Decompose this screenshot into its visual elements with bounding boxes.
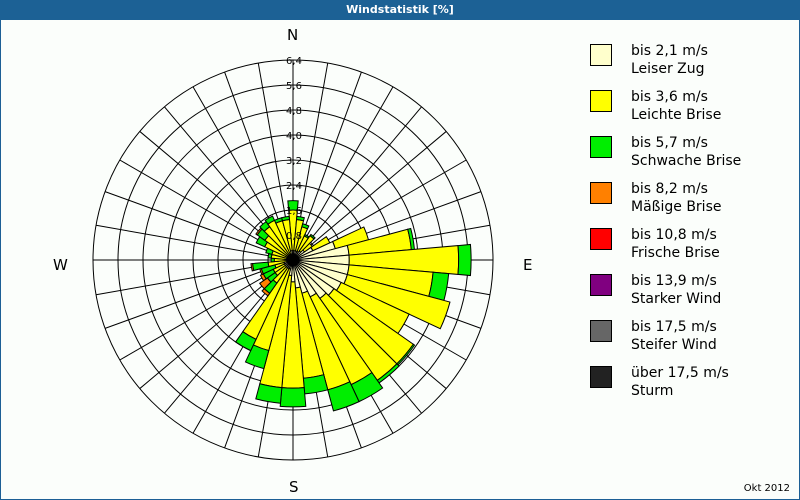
rose-wedge: [343, 273, 451, 330]
legend-label: bis 17,5 m/s Steifer Wind: [631, 319, 717, 353]
radial-tick-label: 4,8: [286, 106, 302, 117]
rose-wedge: [259, 277, 272, 290]
rose-wedge: [309, 233, 316, 240]
rose-wedge: [259, 273, 267, 282]
legend-swatch: [590, 136, 612, 158]
date-label: Okt 2012: [743, 483, 790, 494]
rose-wedge: [281, 215, 291, 222]
rose-wedge: [250, 262, 255, 272]
rose-wedge: [261, 288, 271, 297]
radial-tick-label: 2,4: [286, 181, 302, 192]
legend-label: bis 13,9 m/s Starker Wind: [631, 273, 722, 307]
rose-wedge: [301, 223, 310, 230]
legend-label: bis 10,8 m/s Frische Brise: [631, 227, 720, 261]
rose-wedge: [327, 381, 360, 412]
legend-label: bis 3,6 m/s Leichte Brise: [631, 89, 722, 123]
chart-title: Windstatistik [%]: [0, 0, 800, 20]
rose-wedge: [295, 215, 305, 222]
rose-wedge: [264, 215, 276, 225]
legend-swatch: [590, 90, 612, 112]
legend-swatch: [590, 366, 612, 388]
legend-swatch: [590, 182, 612, 204]
compass-east-label: E: [523, 256, 533, 274]
rose-wedge: [244, 344, 270, 370]
legend-swatch: [590, 44, 612, 66]
rose-wedge: [234, 330, 257, 352]
legend-label: über 17,5 m/s Sturm: [631, 365, 729, 399]
legend-swatch: [590, 274, 612, 296]
radial-tick-label: 0,8: [286, 231, 302, 242]
rose-wedge: [287, 200, 299, 211]
legend-label: bis 8,2 m/s Mäßige Brise: [631, 181, 722, 215]
compass-north-label: N: [287, 26, 299, 44]
rose-wedge: [457, 243, 472, 277]
compass-south-label: S: [289, 478, 299, 496]
radial-tick-label: 3,2: [286, 156, 302, 167]
radial-tick-label: 5,6: [286, 81, 302, 92]
legend-swatch: [590, 228, 612, 250]
rose-wedge: [279, 387, 307, 408]
legend-swatch: [590, 320, 612, 342]
radial-tick-label: 4,0: [286, 131, 302, 142]
legend-label: bis 5,7 m/s Schwache Brise: [631, 135, 742, 169]
rose-wedge: [302, 374, 329, 395]
radial-tick-label: 6,4: [286, 56, 302, 67]
legend-label: bis 2,1 m/s Leiser Zug: [631, 43, 708, 77]
radial-tick-label: 1,6: [286, 206, 302, 217]
rose-wedge: [255, 383, 283, 404]
compass-west-label: W: [53, 256, 68, 274]
